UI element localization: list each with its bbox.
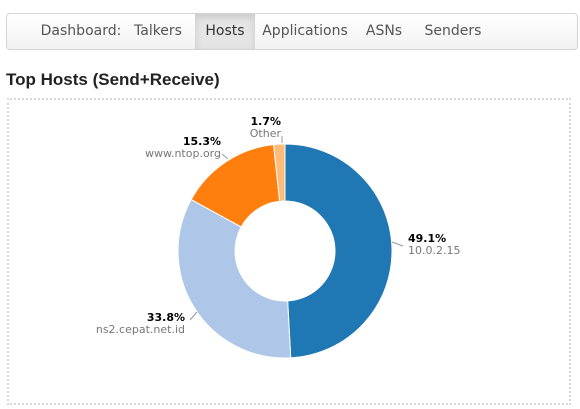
- navbar: Dashboard: Talkers Hosts Applications AS…: [6, 13, 578, 50]
- nav-tab-senders[interactable]: Senders: [424, 23, 482, 39]
- page-title: Top Hosts (Send+Receive): [6, 70, 220, 89]
- nav-dashboard-label: Dashboard:: [40, 23, 122, 39]
- slice-percent-label: 49.1%: [408, 232, 446, 245]
- slice-host-label: www.ntop.org: [145, 147, 221, 160]
- leader-line: [391, 241, 404, 247]
- nav-tab-asns[interactable]: ASNs: [365, 23, 403, 39]
- nav-tab-talkers[interactable]: Talkers: [134, 23, 182, 39]
- leader-line: [189, 311, 198, 321]
- slice-host-label: Other: [250, 127, 282, 140]
- chart-container: [7, 98, 571, 405]
- nav-tab-hosts[interactable]: Hosts: [195, 14, 255, 49]
- slice-host-label: 10.0.2.15: [408, 244, 460, 257]
- slice-ns2-cepat-net-id[interactable]: [177, 198, 292, 359]
- slice-percent-label: 15.3%: [183, 135, 221, 148]
- slice-host-label: ns2.cepat.net.id: [96, 323, 185, 336]
- slice-percent-label: 33.8%: [147, 311, 185, 324]
- slice-other[interactable]: [273, 143, 286, 202]
- nav-tab-applications[interactable]: Applications: [262, 23, 348, 39]
- leader-line: [221, 153, 229, 160]
- slice-10-0-2-15[interactable]: [284, 143, 393, 359]
- slice-percent-label: 1.7%: [250, 115, 281, 128]
